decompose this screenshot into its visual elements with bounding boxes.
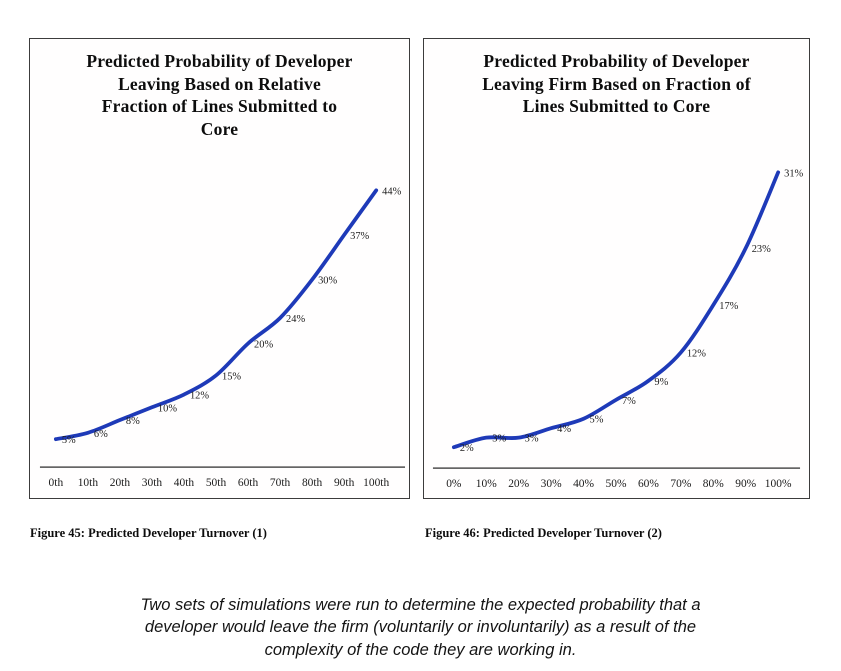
data-point-label: 23%: [752, 244, 771, 255]
line-chart-svg-1: 0th 10th 20th 30th 40th 50th 60th 70th 80th 90th 1…: [39, 186, 406, 489]
data-point-label: 7%: [622, 396, 636, 407]
x-tick-label: 90%: [735, 478, 756, 490]
x-tick-label: 20%: [508, 478, 529, 490]
data-point-label: 5%: [62, 435, 76, 446]
data-point-label: 24%: [286, 314, 305, 325]
data-point-label: 15%: [222, 371, 241, 382]
x-tick-label: 30th: [142, 477, 163, 489]
data-point-label: 4%: [557, 424, 571, 435]
data-point-label: 12%: [687, 348, 706, 359]
bottom-caption-line: complexity of the code they are working …: [264, 640, 577, 659]
x-tick-label: 0th: [49, 477, 64, 489]
x-tick-label: 70%: [670, 478, 691, 490]
data-point-label: 20%: [254, 339, 273, 350]
x-tick-label: 30%: [541, 478, 562, 490]
figure-45-chart-panel: 0th 10th 20th 30th 40th 50th 60th 70th 80th 90th 1…: [29, 38, 410, 499]
chart-title-line: Leaving Firm Based on Fraction of: [482, 73, 751, 94]
chart-title-line: Predicted Probability of Developer: [86, 51, 353, 71]
chart-title-1: Predicted Probability of Developer Leavi…: [30, 39, 409, 140]
bottom-caption-line: Two sets of simulations were run to dete…: [140, 595, 701, 614]
x-tick-label: 40%: [573, 478, 594, 490]
data-point-label: 9%: [654, 377, 668, 388]
data-point-label: 5%: [590, 415, 604, 426]
data-point-label: 30%: [318, 276, 337, 287]
data-point-label: 3%: [492, 434, 506, 445]
x-tick-label: 90th: [334, 477, 355, 489]
chart-title-line: Fraction of Lines Submitted to: [101, 96, 338, 116]
x-tick-label: 20th: [110, 477, 131, 489]
data-point-label: 2%: [460, 443, 474, 454]
x-tick-label: 70th: [270, 477, 291, 489]
data-point-label: 44%: [382, 186, 401, 197]
x-tick-label: 10th: [78, 477, 99, 489]
data-point-label: 37%: [350, 231, 369, 242]
chart-title-2: Predicted Probability of Developer Leavi…: [424, 39, 809, 118]
data-point-label: 6%: [94, 429, 108, 440]
data-point-label: 17%: [719, 301, 738, 312]
chart-title-line: Lines Submitted to Core: [522, 96, 711, 116]
data-point-label: 3%: [525, 434, 539, 445]
chart-title-line: Core: [200, 118, 239, 139]
x-tick-label: 50%: [606, 478, 627, 490]
figure-45-caption: Figure 45: Predicted Developer Turnover …: [30, 526, 267, 540]
chart-title-line: Predicted Probability of Developer: [483, 51, 750, 71]
bottom-caption-line: developer would leave the firm (voluntar…: [144, 618, 697, 636]
data-point-label: 31%: [784, 168, 803, 179]
x-tick-label: 0%: [446, 478, 462, 490]
probability-curve: [451, 170, 781, 450]
x-tick-label: 80th: [302, 477, 323, 489]
data-point-label: 12%: [190, 391, 209, 402]
data-point-label: 10%: [158, 403, 177, 414]
x-tick-label: 100th: [363, 477, 389, 489]
x-tick-label: 40th: [174, 477, 195, 489]
figure-46-chart-panel: 0% 10% 20% 30% 40% 50% 60% 70% 80% 90% 100% 2% 3% 3% 4…: [423, 38, 810, 499]
x-tick-label: 60th: [238, 477, 259, 489]
x-tick-label: 10%: [476, 478, 497, 490]
figure-46-caption: Figure 46: Predicted Developer Turnover …: [425, 526, 662, 540]
chart-title-line: Leaving Based on Relative: [118, 73, 321, 94]
x-tick-label: 50th: [206, 477, 227, 489]
line-chart-svg-2: 0% 10% 20% 30% 40% 50% 60% 70% 80% 90% 100% 2% 3% 3% 4…: [432, 168, 804, 490]
x-tick-label: 80%: [703, 478, 724, 490]
bottom-caption: Two sets of simulations were run to dete…: [0, 594, 841, 662]
x-tick-label: 100%: [765, 478, 792, 490]
x-tick-label: 60%: [638, 478, 659, 490]
data-point-label: 8%: [126, 416, 140, 427]
probability-curve: [53, 188, 379, 442]
